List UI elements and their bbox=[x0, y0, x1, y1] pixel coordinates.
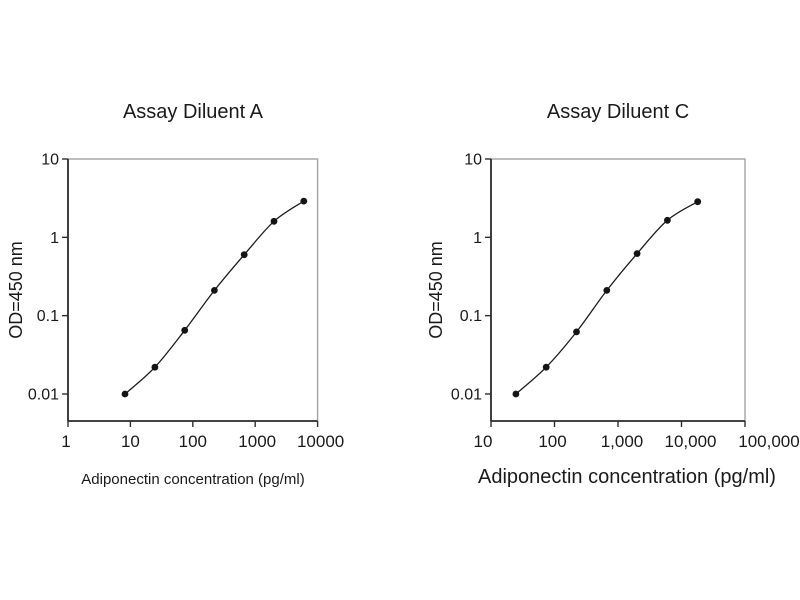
data-point-marker bbox=[633, 250, 641, 257]
data-point-marker bbox=[181, 326, 189, 334]
y-tick-label: 0.1 bbox=[460, 308, 482, 325]
y-tick-label: 0.1 bbox=[37, 308, 59, 325]
data-point-marker bbox=[121, 390, 129, 398]
chart-c-title: Assay Diluent C bbox=[546, 101, 690, 123]
y-tick-label: 10 bbox=[41, 152, 59, 169]
data-point-marker bbox=[664, 216, 671, 224]
data-point-marker bbox=[270, 217, 278, 225]
data-point-marker bbox=[300, 197, 308, 205]
y-tick-label: 1 bbox=[50, 230, 59, 247]
y-tick-label: 0.01 bbox=[28, 386, 59, 403]
data-point-marker bbox=[211, 287, 218, 294]
x-tick-label: 100,000 bbox=[738, 432, 799, 451]
y-tick-label: 10 bbox=[464, 152, 482, 169]
x-tick-label: 100 bbox=[179, 432, 207, 451]
data-point-marker bbox=[240, 251, 248, 259]
data-point-marker bbox=[542, 363, 550, 371]
data-point-marker bbox=[151, 363, 159, 371]
x-tick-label: 1000 bbox=[238, 432, 276, 451]
standard-curve-line bbox=[515, 201, 699, 395]
y-tick-label: 0.01 bbox=[451, 386, 482, 403]
x-tick-label: 1,000 bbox=[601, 432, 644, 451]
x-tick-label: 10000 bbox=[297, 432, 344, 451]
y-tick-label: 1 bbox=[473, 230, 482, 247]
plot-border bbox=[490, 158, 746, 422]
chart-a-x-axis-label: Adiponectin concentration (pg/ml) bbox=[81, 471, 305, 488]
x-tick-label: 10 bbox=[121, 432, 140, 451]
chart-c-x-axis-label: Adiponectin concentration (pg/ml) bbox=[478, 466, 776, 488]
x-tick-label: 100 bbox=[538, 432, 566, 451]
x-tick-label: 10,000 bbox=[665, 432, 717, 451]
chart-a-title: Assay Diluent A bbox=[122, 101, 264, 123]
x-tick-label: 10 bbox=[474, 432, 493, 451]
data-point-marker bbox=[694, 198, 702, 206]
data-point-marker bbox=[512, 390, 520, 398]
data-point-marker bbox=[573, 328, 580, 336]
x-tick-label: 1 bbox=[61, 432, 70, 451]
data-point-marker bbox=[603, 287, 611, 294]
